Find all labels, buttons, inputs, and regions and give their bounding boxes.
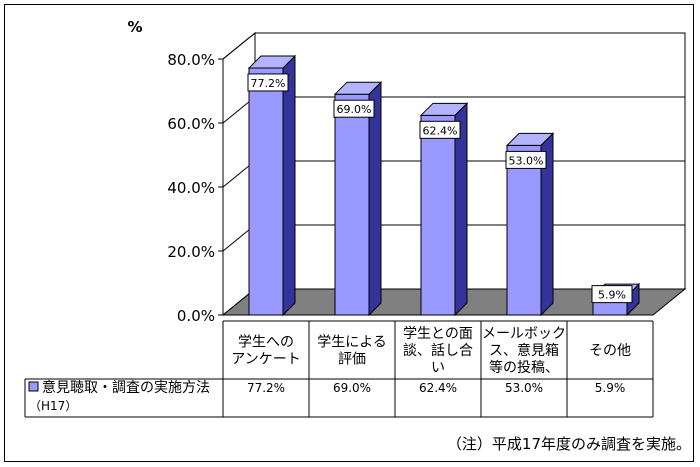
bar-front: [248, 67, 284, 316]
table-value: 62.4%: [419, 381, 457, 395]
data-label-box: [333, 99, 375, 118]
category-label: 学生への: [238, 335, 294, 351]
category-label: い: [431, 360, 445, 376]
category-label: ス、意見箱: [489, 342, 559, 359]
bar-front: [506, 144, 542, 316]
category-label: 談、話し合: [403, 342, 473, 359]
data-label: 53.0%: [509, 154, 544, 167]
category-label: アンケート: [231, 352, 300, 368]
y-tick-label: 80.0%: [167, 51, 215, 69]
table-value: 5.9%: [595, 381, 626, 395]
data-label-box: [591, 285, 633, 304]
bar-top: [333, 81, 383, 95]
data-label: 62.4%: [423, 124, 458, 137]
category-label: 学生による: [317, 335, 387, 351]
bar-front: [334, 93, 370, 316]
category-label: 評価: [338, 352, 366, 368]
data-label: 77.2%: [251, 77, 286, 90]
y-unit-label: %: [127, 18, 142, 36]
chart-frame: 0.0% 20.0% 40.0% 60.0% 80.0%% 77.2% 69.0% 62.4%…: [4, 4, 694, 462]
table-value: 77.2%: [247, 381, 285, 395]
data-label: 69.0%: [337, 103, 372, 116]
table-value: 69.0%: [333, 381, 371, 395]
y-tick-label: 20.0%: [167, 243, 215, 261]
table-value: 53.0%: [505, 381, 543, 395]
category-label: 学生との面: [403, 326, 473, 342]
data-label: 5.9%: [598, 289, 626, 302]
bar-front: [420, 114, 456, 316]
bar-side: [282, 54, 296, 317]
bar-chart: 0.0% 20.0% 40.0% 60.0% 80.0%% 77.2% 69.0% 62.4%…: [24, 18, 687, 418]
series-name: 意見聴取・調査の実施方法: [42, 379, 210, 396]
category-label: その他: [589, 343, 631, 359]
y-tick-label: 40.0%: [167, 179, 215, 197]
category-label: メールボック: [482, 326, 566, 342]
legend-key: [28, 381, 39, 392]
y-tick-label: 0.0%: [177, 307, 215, 325]
data-label-box: [419, 120, 461, 139]
data-label-box: [247, 73, 289, 92]
y-tick-label: 60.0%: [167, 115, 215, 133]
series-name-sub: （H17）: [29, 399, 77, 413]
bar-top: [419, 102, 469, 116]
bar-top: [247, 55, 297, 69]
bar-top: [505, 132, 555, 146]
data-label-box: [505, 150, 547, 169]
category-label: 等の投稿、: [489, 359, 559, 376]
footnote: （注）平成17年度のみ調査を実施。: [446, 435, 691, 453]
